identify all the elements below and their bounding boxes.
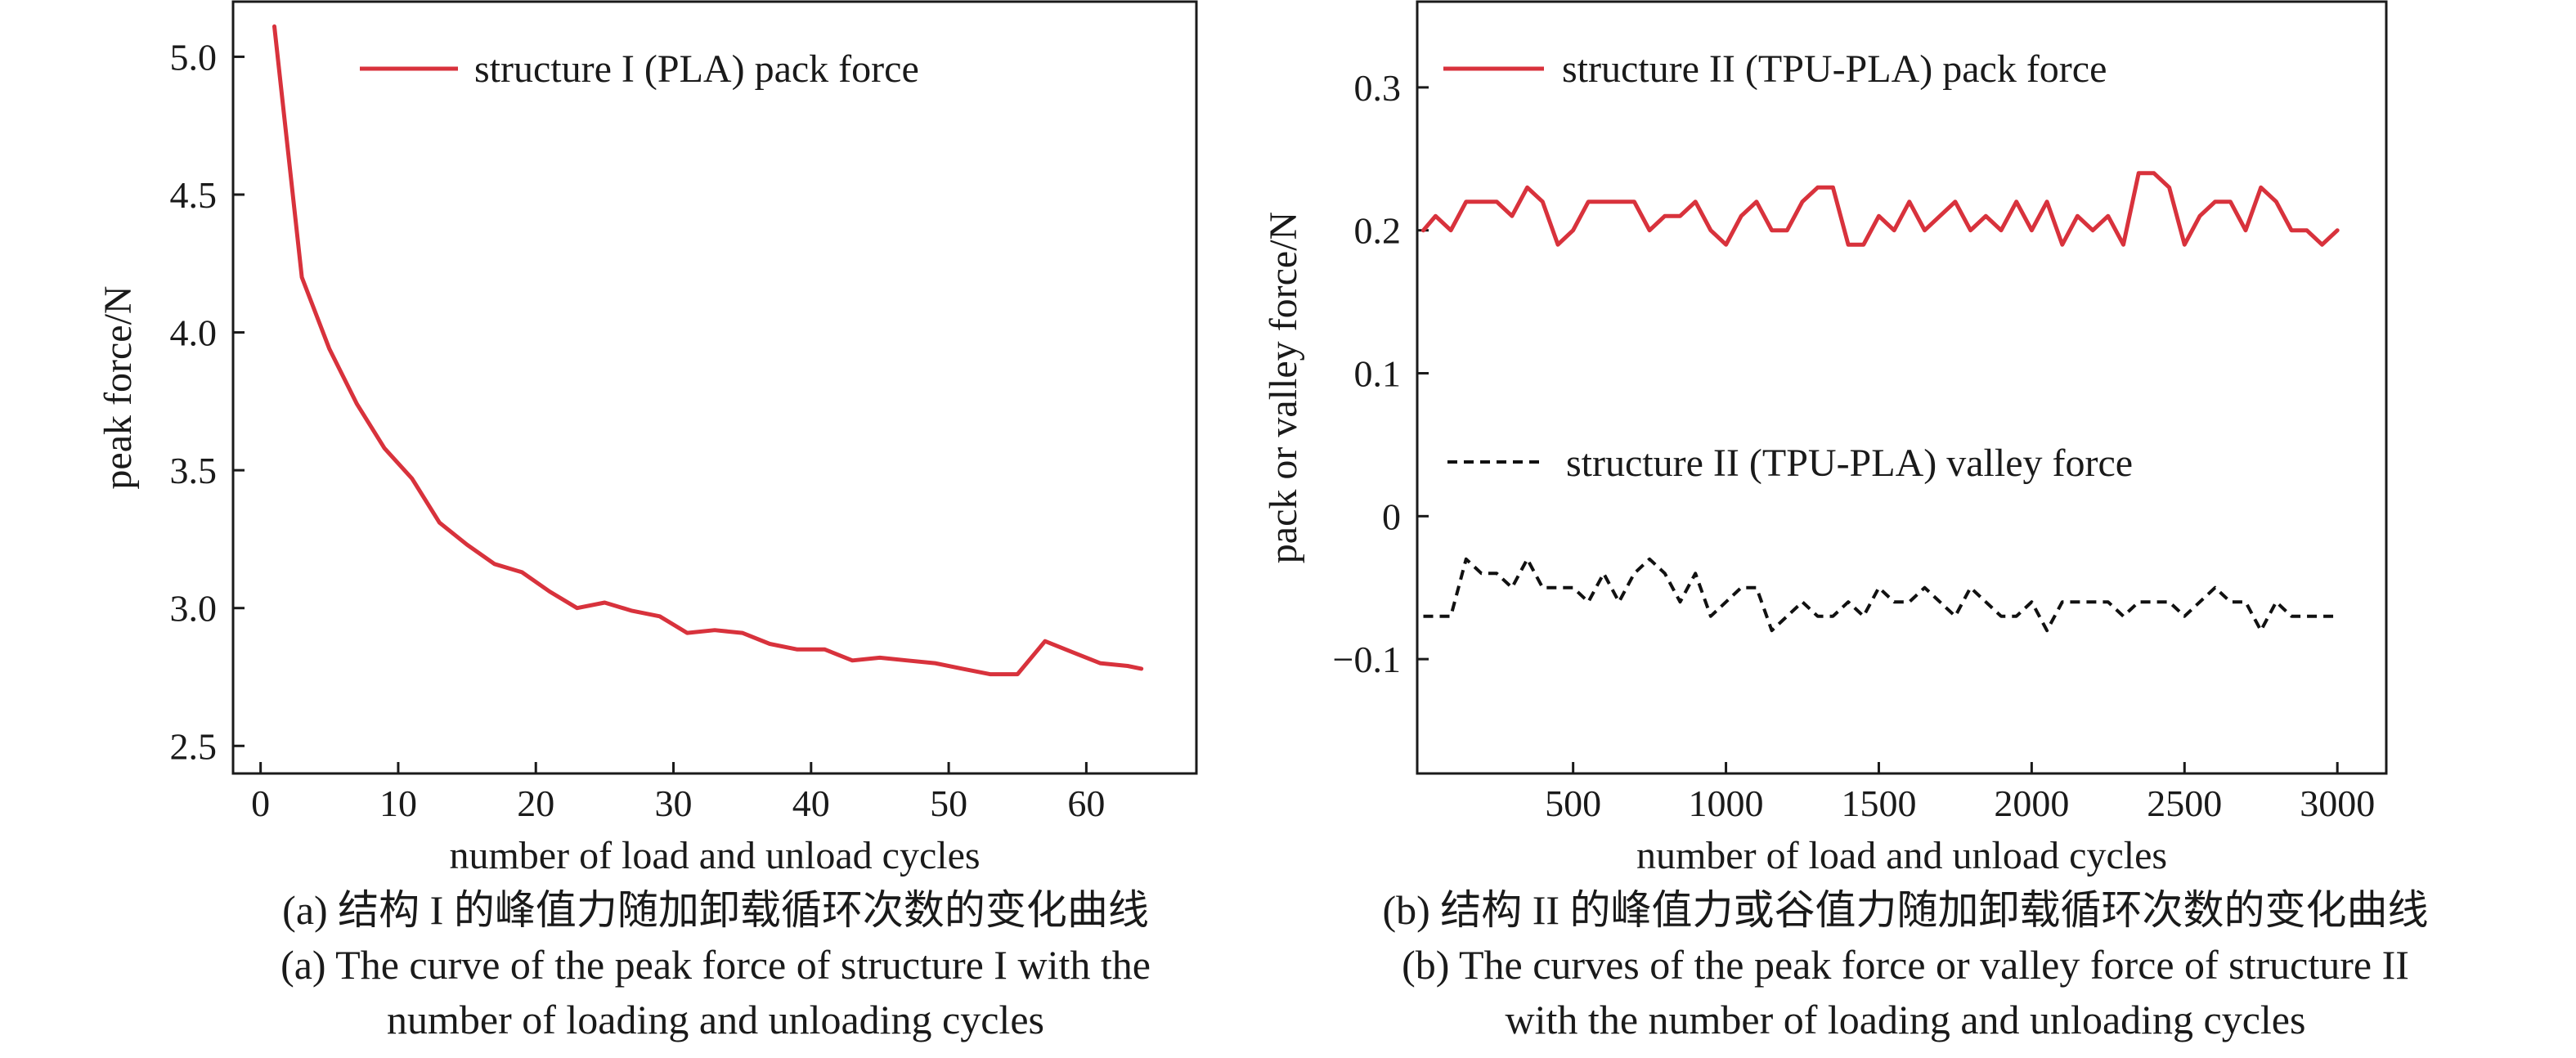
y-tick-label: 5.0 xyxy=(170,36,218,78)
y-tick-label: 2.5 xyxy=(170,725,218,767)
x-tick-label: 1500 xyxy=(1841,782,1916,824)
x-tick-label: 30 xyxy=(655,782,693,824)
legend-label: structure I (PLA) pack force xyxy=(474,47,919,91)
x-tick-label: 0 xyxy=(251,782,270,824)
x-tick-label: 2500 xyxy=(2147,782,2222,824)
x-tick-label: 40 xyxy=(792,782,830,824)
plot-frame xyxy=(231,0,1198,775)
caption-b-english-line2: with the number of loading and unloading… xyxy=(1506,997,2306,1042)
series-line-1 xyxy=(1421,171,2340,247)
legend-label: structure II (TPU-PLA) valley force xyxy=(1566,442,2133,485)
caption-a-chinese: (a) 结构 I 的峰值力随加卸载循环次数的变化曲线 xyxy=(282,887,1149,933)
x-tick-label: 500 xyxy=(1545,782,1601,824)
caption-b-chinese: (b) 结构 II 的峰值力或谷值力随加卸载循环次数的变化曲线 xyxy=(1382,887,2428,933)
y-tick-label: 3.0 xyxy=(170,588,218,630)
x-tick-label: 10 xyxy=(379,782,417,824)
x-axis-label: number of load and unload cycles xyxy=(449,834,980,877)
y-tick-label: 0.1 xyxy=(1354,353,1402,395)
y-axis-label: pack or valley force/N xyxy=(1262,212,1305,563)
y-tick-label: 0 xyxy=(1382,495,1401,537)
caption-a-english-line1: (a) The curve of the peak force of struc… xyxy=(280,942,1151,988)
series-line-2 xyxy=(1423,557,2338,633)
chart-panel-a: 0 10 20 30 40 50 60 2.5 3.0 3.5 4.0 4.5 5.0 number of… xyxy=(96,0,1198,877)
x-tick-label: 2000 xyxy=(1994,782,2069,824)
y-tick-label: −0.1 xyxy=(1333,639,1401,680)
chart-panel-b: 500 1000 1500 2000 2500 3000 −0.1 0 0.1 0.2 0.3 num… xyxy=(1262,0,2388,877)
legend-label: structure II (TPU-PLA) pack force xyxy=(1562,47,2107,91)
y-axis-label: peak force/N xyxy=(96,285,140,489)
plot-frame xyxy=(1416,0,2388,775)
y-tick-label: 0.3 xyxy=(1354,67,1402,109)
series-line-1 xyxy=(272,24,1144,677)
x-tick-label: 50 xyxy=(930,782,967,824)
x-axis-label: number of load and unload cycles xyxy=(1636,834,2167,877)
y-tick-label: 0.2 xyxy=(1354,210,1402,252)
x-tick-label: 60 xyxy=(1067,782,1105,824)
y-tick-label: 4.0 xyxy=(170,312,218,354)
caption-a-english-line2: number of loading and unloading cycles xyxy=(387,997,1044,1042)
x-tick-label: 1000 xyxy=(1689,782,1764,824)
caption-b-english-line1: (b) The curves of the peak force or vall… xyxy=(1402,942,2409,988)
x-tick-label: 20 xyxy=(517,782,554,824)
y-tick-label: 4.5 xyxy=(170,174,218,216)
y-tick-label: 3.5 xyxy=(170,450,218,491)
x-tick-label: 3000 xyxy=(2300,782,2375,824)
